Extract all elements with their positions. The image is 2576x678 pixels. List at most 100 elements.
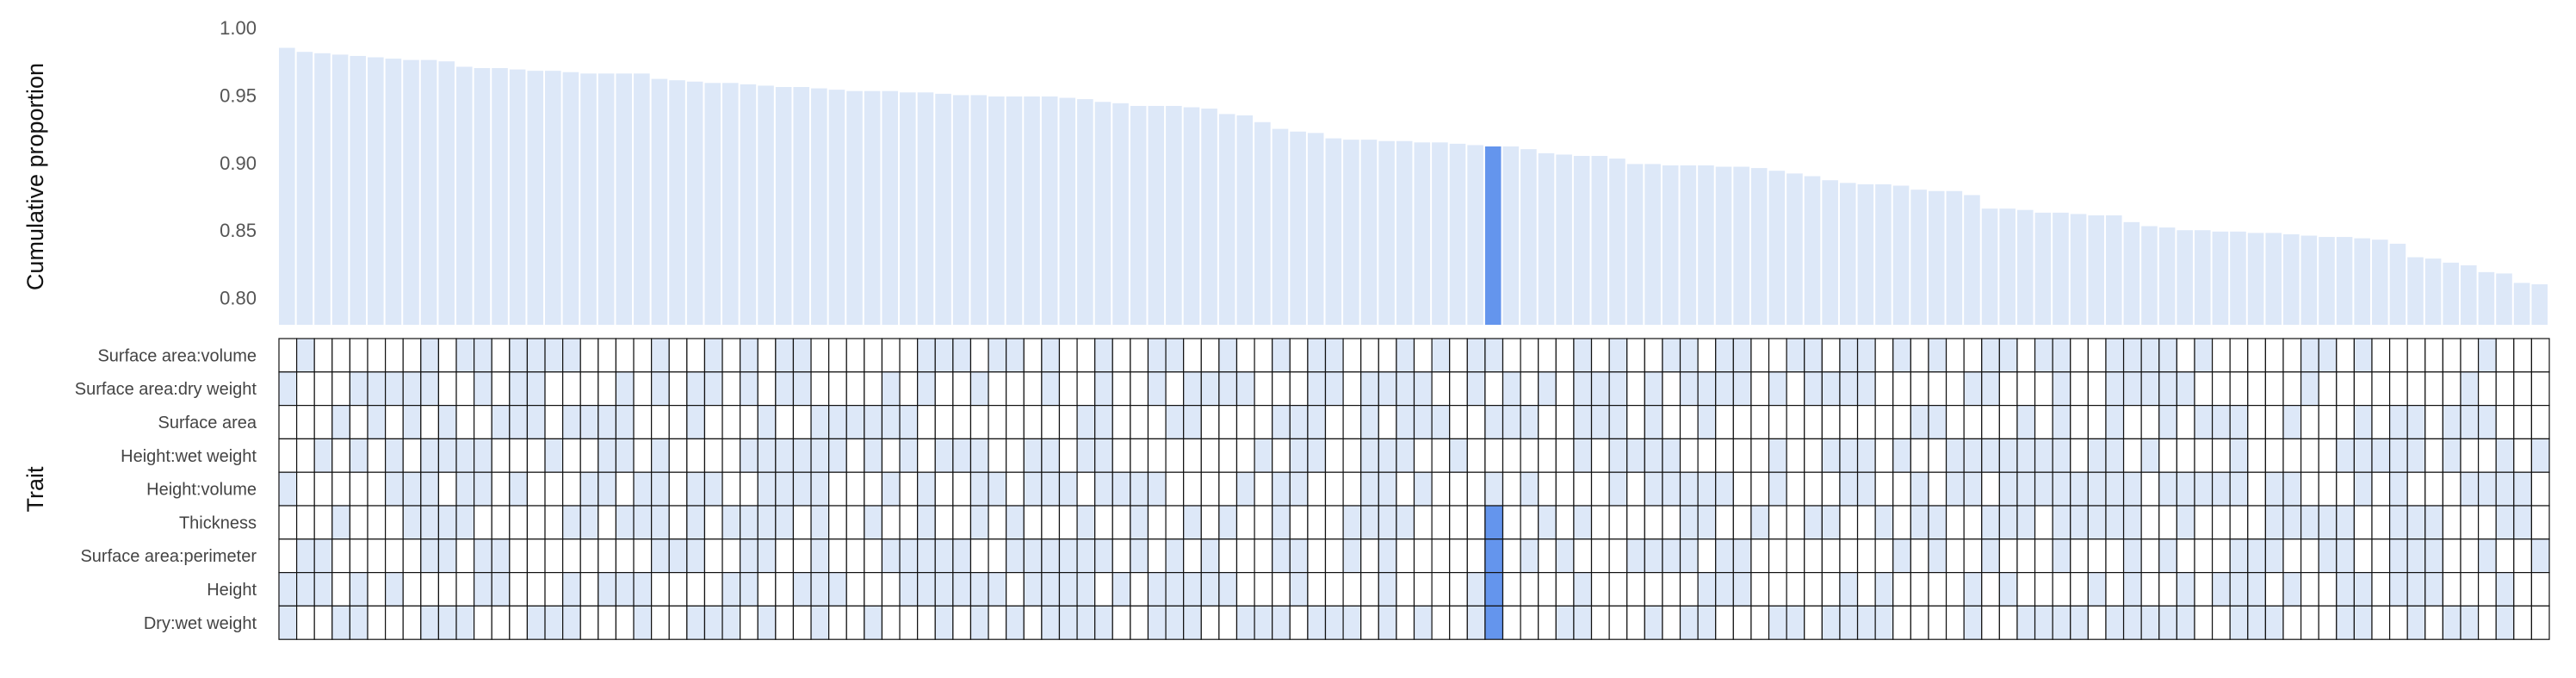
matrix-cell — [1804, 438, 1823, 473]
matrix-cell — [1520, 571, 1539, 606]
matrix-cell — [1147, 371, 1167, 407]
bar — [1786, 173, 1803, 325]
matrix-cell — [1396, 338, 1415, 373]
matrix-cell — [331, 571, 350, 606]
trait-label: Dry:wet weight — [144, 614, 257, 633]
matrix-cell — [1998, 338, 2018, 373]
matrix-cell — [2122, 371, 2142, 407]
matrix-cell — [2140, 571, 2160, 606]
bar — [952, 95, 969, 325]
matrix-cell — [1183, 438, 1202, 473]
bar — [2034, 212, 2052, 325]
matrix-cell — [2353, 438, 2373, 473]
matrix-cell — [455, 338, 475, 373]
bar — [1875, 183, 1892, 325]
matrix-cell — [331, 505, 350, 540]
matrix-cell — [1998, 371, 2018, 407]
matrix-cell — [845, 571, 865, 606]
matrix-cell — [1839, 405, 1859, 440]
matrix-cell — [1573, 371, 1593, 407]
matrix-cell — [1218, 538, 1238, 574]
matrix-cell — [1058, 371, 1078, 407]
matrix-cell — [1892, 538, 1911, 574]
matrix-cell — [1732, 505, 1752, 540]
matrix-cell — [1360, 605, 1379, 640]
matrix-cell — [828, 405, 847, 440]
bar — [1166, 105, 1182, 325]
matrix-cell — [1697, 405, 1717, 440]
matrix-cell — [331, 338, 350, 373]
matrix-cell — [1662, 405, 1681, 440]
matrix-cell — [988, 571, 1007, 606]
matrix-cell — [651, 371, 670, 407]
matrix-cell — [1094, 471, 1113, 507]
matrix-cell — [2388, 405, 2408, 440]
matrix-cell — [917, 538, 936, 574]
matrix-cell — [526, 571, 546, 606]
matrix-cell — [1112, 371, 1131, 407]
matrix-cell — [526, 471, 546, 507]
matrix-cell — [2247, 338, 2266, 373]
matrix-cell — [2105, 605, 2125, 640]
matrix-cell — [385, 538, 404, 574]
trait-label: Surface area:perimeter — [80, 547, 257, 566]
matrix-cell — [1679, 371, 1699, 407]
matrix-cell — [313, 405, 333, 440]
bar — [1112, 103, 1129, 325]
matrix-cell — [1715, 538, 1734, 574]
matrix-cell — [651, 505, 670, 540]
matrix-cell — [2282, 471, 2302, 507]
matrix-cell — [1254, 338, 1273, 373]
matrix-cell — [579, 538, 599, 574]
matrix-cell — [1466, 471, 1486, 507]
matrix-cell — [1006, 505, 1025, 540]
bar — [438, 61, 455, 325]
matrix-cell — [1342, 338, 1362, 373]
matrix-cell — [2016, 371, 2036, 407]
matrix-cell — [952, 505, 972, 540]
matrix-cell — [1750, 338, 1770, 373]
matrix-cell — [420, 471, 440, 507]
matrix-cell — [1945, 538, 1965, 574]
bar — [1520, 149, 1537, 325]
matrix-cell — [2353, 471, 2373, 507]
matrix-cell — [2087, 571, 2107, 606]
matrix-cell — [296, 538, 315, 574]
matrix-cell — [331, 538, 350, 574]
matrix-cell — [1006, 438, 1025, 473]
matrix-cell — [1058, 338, 1078, 373]
matrix-cell — [455, 471, 475, 507]
matrix-cell — [2406, 338, 2426, 373]
matrix-cell — [1608, 405, 1628, 440]
matrix-cell — [1431, 605, 1451, 640]
matrix-cell — [1130, 371, 1149, 407]
trait-labels: Surface area:volume Surface area:dry weig… — [75, 346, 257, 632]
matrix-cell — [455, 571, 475, 606]
matrix-cell — [1360, 538, 1379, 574]
matrix-cell — [1998, 538, 2018, 574]
matrix-cell — [1413, 605, 1433, 640]
matrix-cell — [1715, 371, 1734, 407]
matrix-cell — [1218, 505, 1238, 540]
matrix-cell — [2513, 538, 2533, 574]
matrix-cell — [703, 538, 723, 574]
matrix-cell — [1006, 471, 1025, 507]
matrix-cell — [934, 371, 954, 407]
matrix-cell — [899, 471, 919, 507]
matrix-cell — [2247, 371, 2266, 407]
matrix-cell — [703, 505, 723, 540]
matrix-cell — [2513, 605, 2533, 640]
matrix-cell — [2070, 571, 2089, 606]
matrix-cell — [1768, 471, 1787, 507]
matrix-cell — [1910, 438, 1929, 473]
matrix-cell — [598, 438, 617, 473]
matrix-cell — [278, 571, 298, 606]
matrix-cell — [1023, 538, 1043, 574]
matrix-cell — [1307, 405, 1327, 440]
matrix-cell — [455, 405, 475, 440]
matrix-cell — [1076, 438, 1096, 473]
y-tick-label: 0.90 — [220, 152, 257, 174]
bar — [1449, 143, 1466, 325]
matrix-cell — [526, 405, 546, 440]
